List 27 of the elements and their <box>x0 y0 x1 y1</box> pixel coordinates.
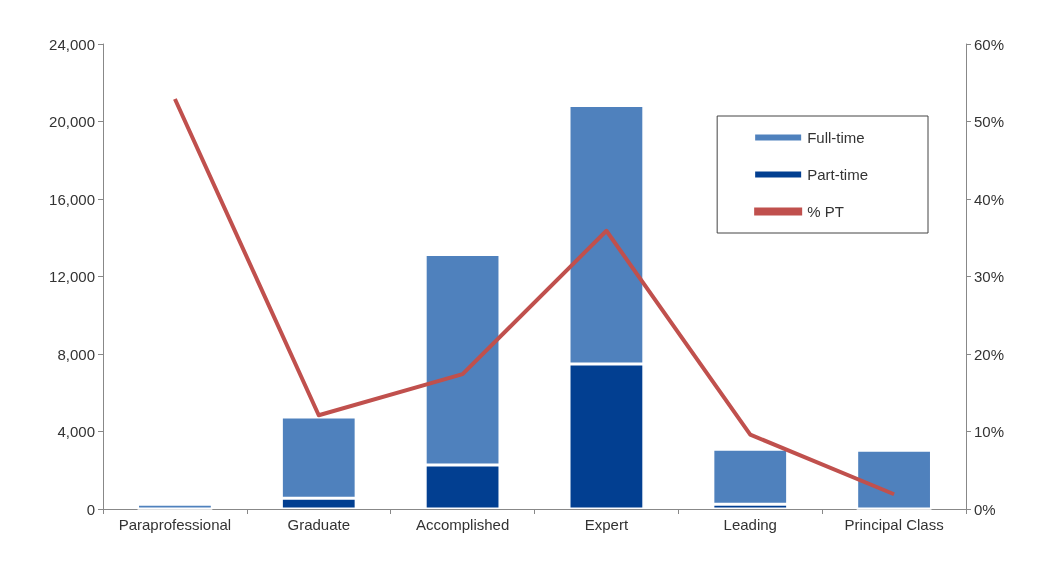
y-tick-label: 0 <box>86 500 95 518</box>
bar <box>712 449 788 505</box>
y-tick-label: 8,000 <box>57 345 95 363</box>
legend-label: Part-time <box>807 166 868 183</box>
legend-label: Full-time <box>807 129 865 146</box>
y-tick-label: 12,000 <box>49 268 95 285</box>
line-series <box>172 97 897 497</box>
y2-tick-label: 50% <box>974 113 1005 130</box>
x-tick-label: Expert <box>584 516 629 533</box>
y-tick-label: 16,000 <box>49 190 95 208</box>
bar <box>137 504 213 509</box>
y-tick-label: 4,000 <box>57 423 95 440</box>
y2-tick-label: 0% <box>974 500 996 518</box>
y-tick-label: 20,000 <box>49 113 95 130</box>
x-tick-label: Accomplished <box>415 516 510 533</box>
legend-label: % PT <box>807 203 844 220</box>
x-tick-label: Leading <box>723 516 777 533</box>
y-tick-label: 24,000 <box>49 35 95 53</box>
y2-tick-label: 40% <box>974 190 1005 208</box>
y2-tick-label: 30% <box>974 268 1005 285</box>
bar <box>856 450 932 509</box>
y2-tick-label: 20% <box>974 345 1005 363</box>
y2-tick-label: 10% <box>974 423 1005 440</box>
y2-tick-label: 60% <box>974 35 1005 53</box>
x-tick-label: Graduate <box>287 516 351 533</box>
x-tick-label: Paraprofessional <box>118 516 232 533</box>
x-tick-label: Principal Class <box>844 516 944 533</box>
